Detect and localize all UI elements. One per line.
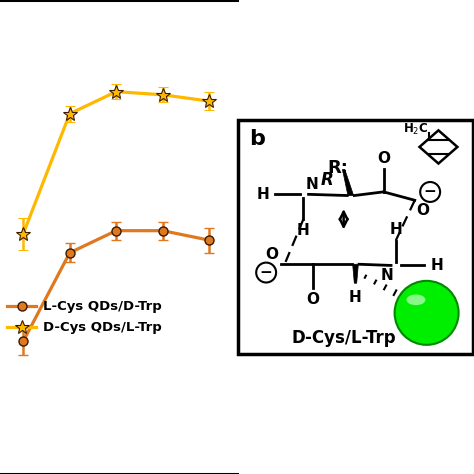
Polygon shape (353, 264, 358, 283)
Text: R:: R: (327, 159, 348, 177)
Text: R: R (321, 171, 333, 189)
Ellipse shape (407, 294, 426, 305)
Text: H: H (256, 187, 269, 202)
Text: O: O (265, 247, 279, 262)
Legend: L-Cys QDs/D-Trp, D-Cys QDs/L-Trp: L-Cys QDs/D-Trp, D-Cys QDs/L-Trp (2, 295, 167, 339)
Text: −: − (260, 265, 273, 280)
Text: O: O (377, 151, 391, 166)
Text: H: H (390, 222, 402, 237)
Text: O: O (416, 203, 429, 218)
Text: −: − (424, 184, 437, 200)
Text: H: H (297, 223, 310, 238)
Text: N: N (381, 268, 393, 283)
Text: D-Cys/L-Trp: D-Cys/L-Trp (292, 329, 396, 347)
Text: H: H (430, 258, 443, 273)
Polygon shape (342, 170, 354, 195)
Text: N: N (306, 177, 319, 192)
Text: H: H (349, 290, 362, 305)
Text: O: O (306, 292, 319, 307)
Text: H$_2$C: H$_2$C (403, 122, 428, 137)
Circle shape (394, 281, 459, 345)
Text: b: b (249, 129, 264, 149)
